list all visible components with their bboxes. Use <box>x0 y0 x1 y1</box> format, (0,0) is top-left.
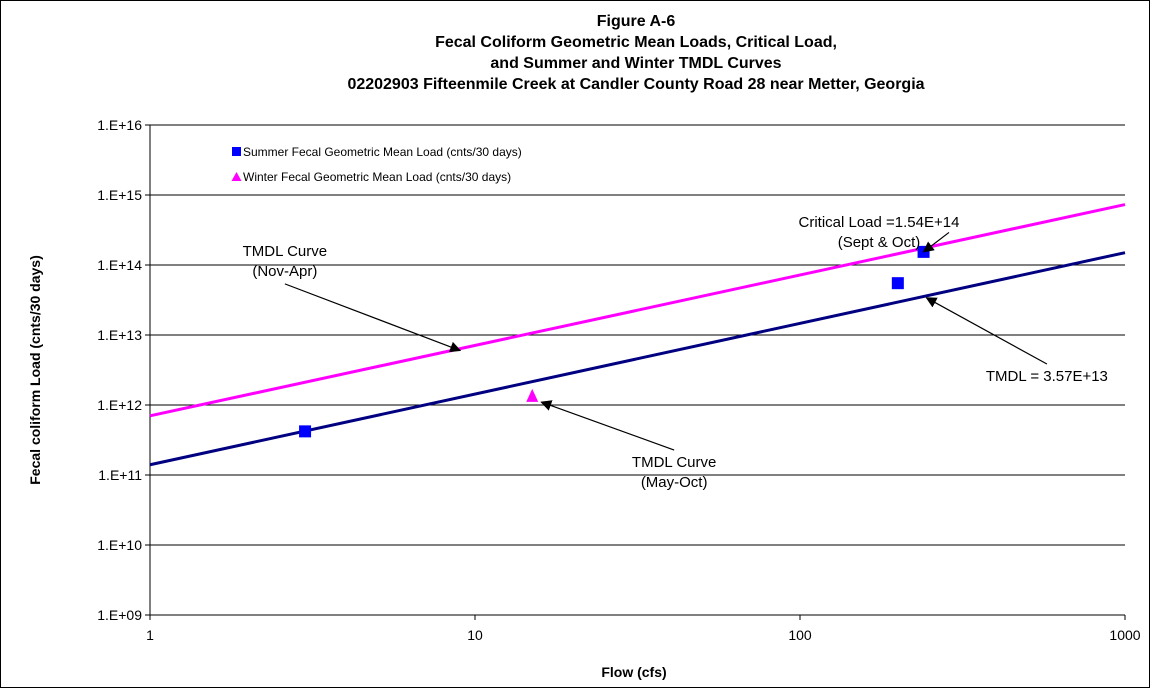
chart-title-line: Fecal Coliform Geometric Mean Loads, Cri… <box>435 34 837 51</box>
summer-load-point <box>891 277 904 290</box>
winter-tmdl-curve <box>149 203 1126 418</box>
x-tick-label: 1000 <box>1109 627 1140 643</box>
y-tick-label: 1.E+16 <box>97 117 142 133</box>
legend-label-winter: Winter Fecal Geometric Mean Load (cnts/3… <box>243 170 511 184</box>
legend: Summer Fecal Geometric Mean Load (cnts/3… <box>231 145 522 184</box>
tmdl-value-annotation: TMDL = 3.57E+13 <box>925 297 1108 385</box>
critical-load-annotation: Critical Load =1.54E+14 (Sept & Oct) <box>799 214 960 253</box>
x-tick-label: 100 <box>788 627 812 643</box>
x-axis-ticks: 1 10 100 1000 <box>146 615 1141 643</box>
annotation-text: TMDL Curve <box>632 454 716 471</box>
summer-load-point <box>299 425 312 438</box>
y-tick-label: 1.E+10 <box>97 537 142 553</box>
legend-label-summer: Summer Fecal Geometric Mean Load (cnts/3… <box>243 145 522 159</box>
annotation-arrow <box>925 297 1048 365</box>
y-tick-label: 1.E+11 <box>98 467 142 483</box>
y-axis-ticks: 1.E+09 1.E+10 1.E+11 1.E+12 1.E+13 1.E+14 1.E+… <box>97 117 150 623</box>
legend-square-marker-icon <box>232 147 241 156</box>
legend-triangle-marker-icon <box>231 172 242 181</box>
annotation-arrow <box>540 400 675 451</box>
y-tick-label: 1.E+13 <box>97 327 142 343</box>
plot-area <box>150 125 1125 615</box>
annotation-arrow <box>284 283 462 353</box>
annotation-text: (Sept & Oct) <box>838 234 921 251</box>
summer-tmdl-curve <box>149 251 1126 467</box>
chart-title-line: Figure A-6 <box>597 13 676 30</box>
annotation-text: TMDL = 3.57E+13 <box>986 368 1108 385</box>
annotation-text: (May-Oct) <box>641 474 708 491</box>
annotation-text: Critical Load =1.54E+14 <box>799 214 960 231</box>
x-tick-label: 10 <box>467 627 483 643</box>
y-tick-label: 1.E+15 <box>97 187 142 203</box>
x-axis-label: Flow (cfs) <box>601 664 666 680</box>
x-tick-label: 1 <box>146 627 154 643</box>
tmdl-curves <box>149 203 1126 467</box>
winter-load-point <box>526 388 539 402</box>
annotation-text: TMDL Curve <box>243 243 327 260</box>
y-tick-label: 1.E+14 <box>97 257 142 273</box>
tmdl-nov-apr-annotation: TMDL Curve (Nov-Apr) <box>243 243 462 353</box>
annotations: Critical Load =1.54E+14 (Sept & Oct) TMDL … <box>243 214 1108 491</box>
y-tick-label: 1.E+12 <box>97 397 142 413</box>
chart-title-line: 02202903 Fifteenmile Creek at Candler Co… <box>347 76 924 93</box>
annotation-text: (Nov-Apr) <box>252 263 317 280</box>
y-tick-label: 1.E+09 <box>97 607 142 623</box>
annotation-arrow <box>922 231 950 253</box>
y-axis-label: Fecal coliform Load (cnts/30 days) <box>27 255 43 485</box>
chart-title: Figure A-6 Fecal Coliform Geometric Mean… <box>347 13 924 93</box>
tmdl-may-oct-annotation: TMDL Curve (May-Oct) <box>540 400 716 491</box>
chart-title-line: and Summer and Winter TMDL Curves <box>490 55 781 72</box>
